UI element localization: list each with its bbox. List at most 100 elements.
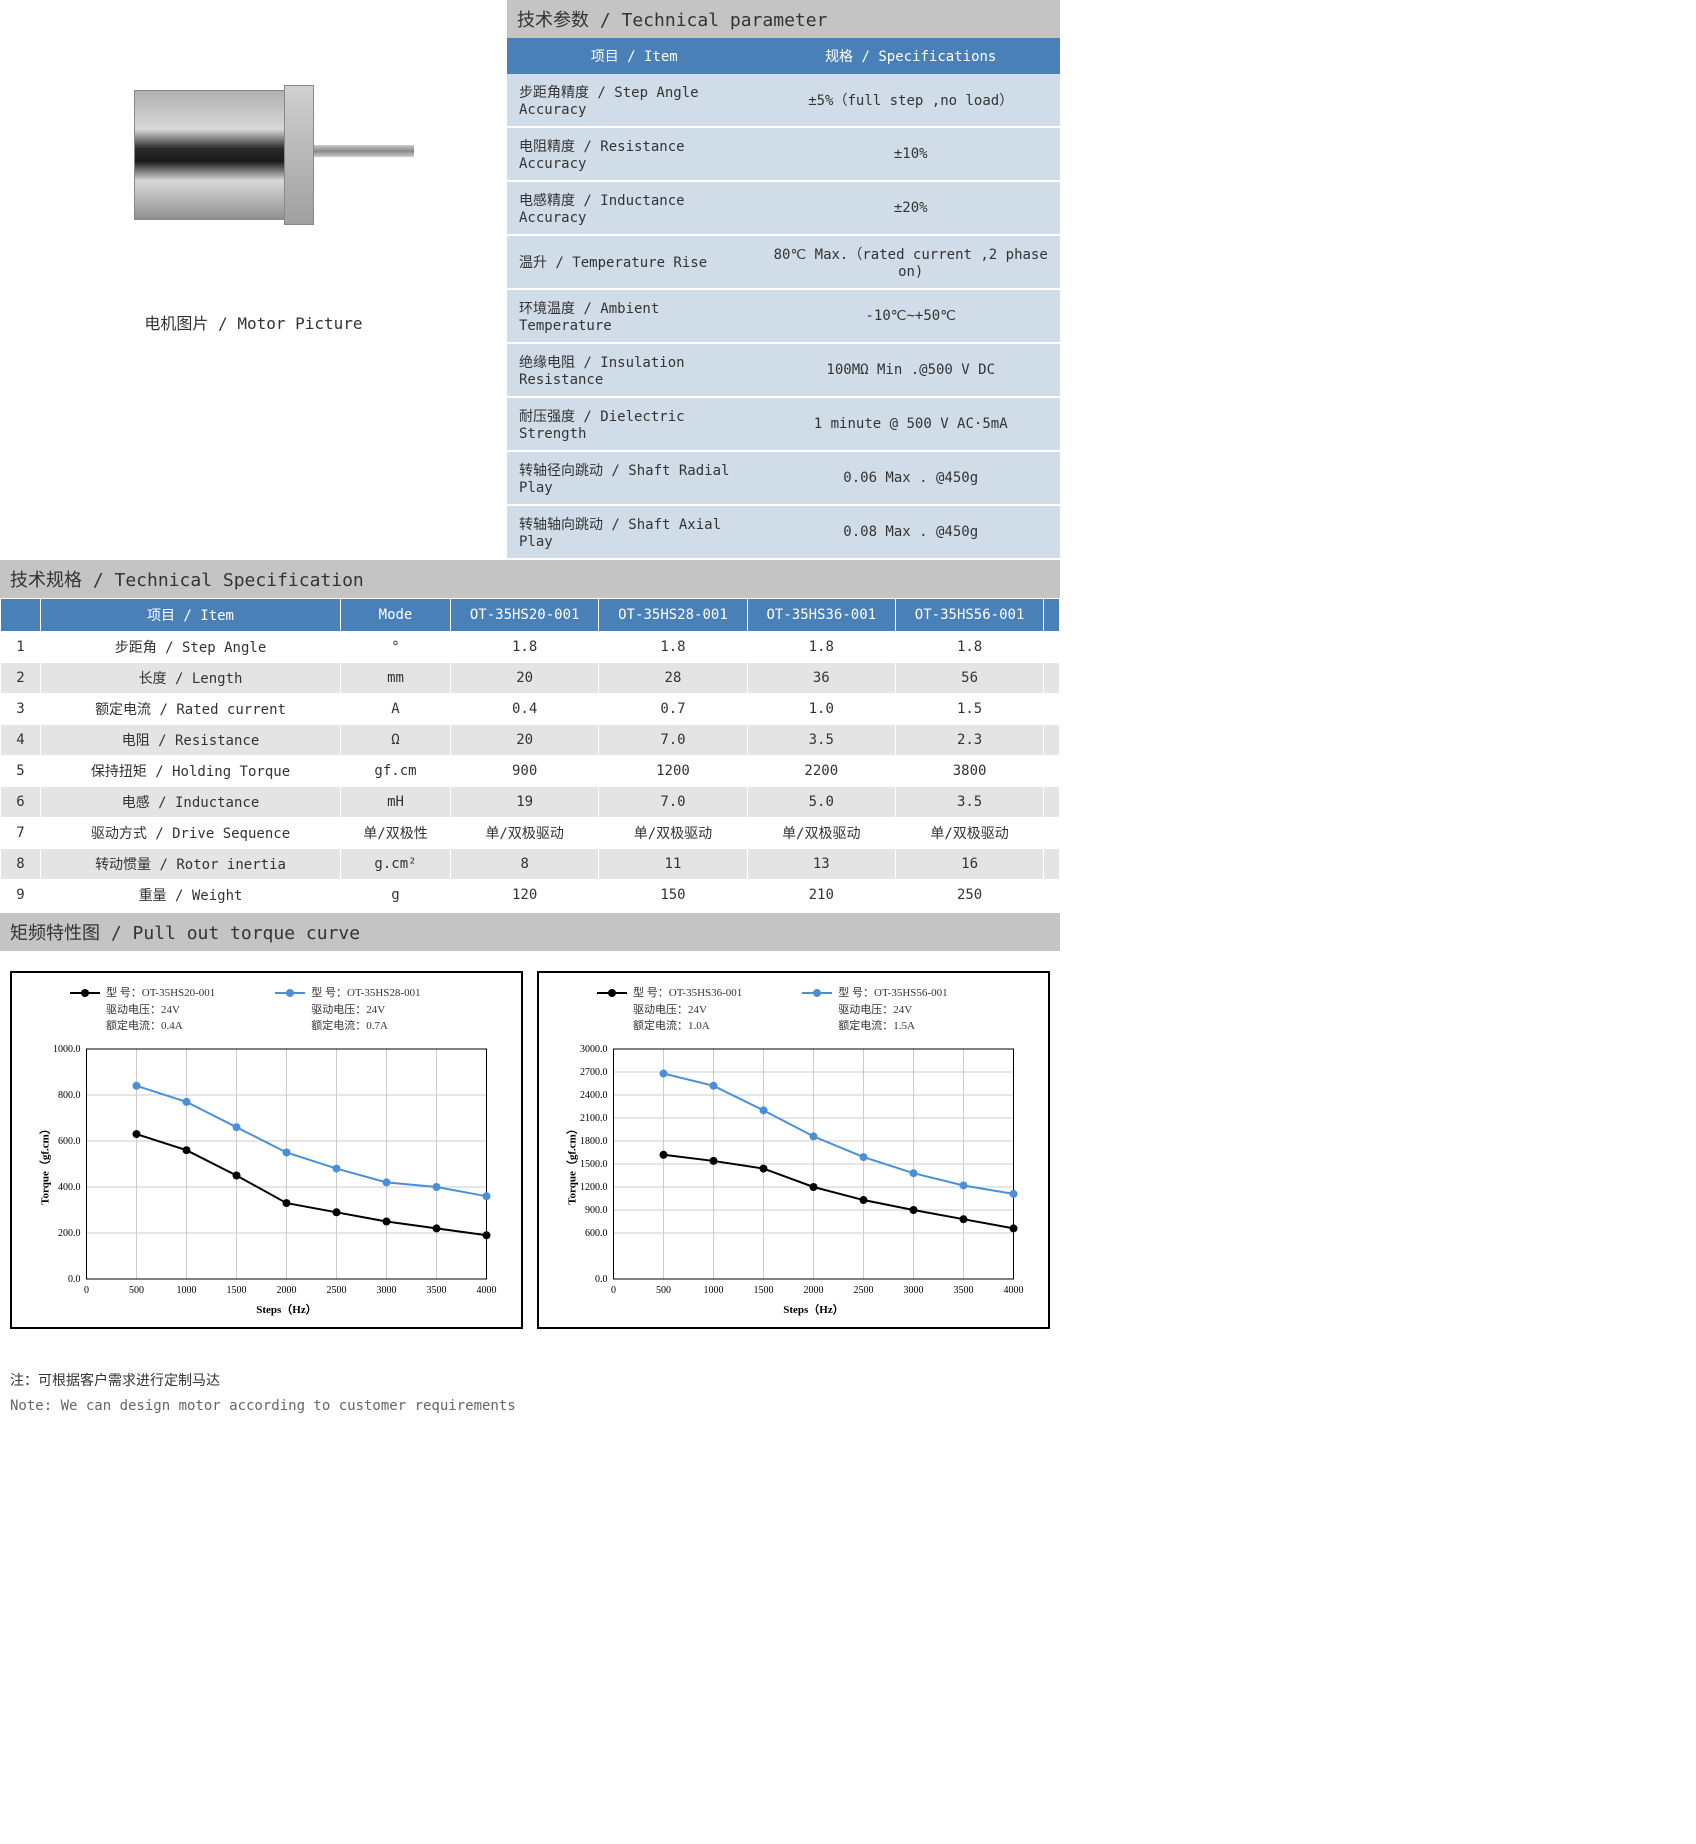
legend-current: 额定电流：0.4A <box>106 1018 215 1035</box>
svg-text:500: 500 <box>129 1285 144 1296</box>
spec-cell <box>1044 880 1060 911</box>
svg-text:2700.0: 2700.0 <box>580 1067 608 1078</box>
spec-cell: 250 <box>895 880 1043 911</box>
spec-cell <box>1044 694 1060 725</box>
spec-cell <box>1044 787 1060 818</box>
torque-curve-title: 矩频特性图 / Pull out torque curve <box>0 913 1060 951</box>
spec-cell: Ω <box>341 725 451 756</box>
spec-cell: 20 <box>451 663 599 694</box>
spec-cell: 1 <box>1 632 41 663</box>
spec-header: OT-35HS20-001 <box>451 599 599 632</box>
spec-cell: 额定电流 / Rated current <box>41 694 341 725</box>
spec-cell: 28 <box>599 663 747 694</box>
spec-header <box>1 599 41 632</box>
spec-cell: 1.5 <box>895 694 1043 725</box>
spec-cell: 0.7 <box>599 694 747 725</box>
svg-text:1500.0: 1500.0 <box>580 1159 608 1170</box>
spec-cell: 13 <box>747 849 895 880</box>
svg-text:0.0: 0.0 <box>595 1274 608 1285</box>
spec-cell: 900 <box>451 756 599 787</box>
spec-header: OT-35HS36-001 <box>747 599 895 632</box>
spec-cell <box>1044 663 1060 694</box>
svg-text:0.0: 0.0 <box>68 1274 81 1285</box>
spec-cell: gf.cm <box>341 756 451 787</box>
spec-cell <box>1044 725 1060 756</box>
legend-voltage: 驱动电压：24V <box>633 1002 742 1019</box>
spec-cell: 4 <box>1 725 41 756</box>
legend-model: 型 号：OT-35HS56-001 <box>838 987 947 999</box>
svg-text:200.0: 200.0 <box>58 1228 81 1239</box>
legend-current: 额定电流：1.0A <box>633 1018 742 1035</box>
spec-cell: 19 <box>451 787 599 818</box>
svg-text:0: 0 <box>84 1285 89 1296</box>
spec-cell: 8 <box>1 849 41 880</box>
spec-cell: 6 <box>1 787 41 818</box>
spec-cell <box>1044 756 1060 787</box>
svg-text:900.0: 900.0 <box>585 1205 608 1216</box>
svg-text:2500: 2500 <box>327 1285 347 1296</box>
tech-param-table: 项目 / Item规格 / Specifications 步距角精度 / Ste… <box>507 38 1060 560</box>
spec-cell: 驱动方式 / Drive Sequence <box>41 818 341 849</box>
legend-current: 额定电流：0.7A <box>311 1018 420 1035</box>
spec-cell: 120 <box>451 880 599 911</box>
spec-cell: 36 <box>747 663 895 694</box>
spec-cell: 7.0 <box>599 787 747 818</box>
spec-cell: 2200 <box>747 756 895 787</box>
spec-cell: 长度 / Length <box>41 663 341 694</box>
spec-cell: 单/双极驱动 <box>747 818 895 849</box>
spec-cell: mH <box>341 787 451 818</box>
legend-model: 型 号：OT-35HS20-001 <box>106 987 215 999</box>
param-cell: 0.06 Max . @450g <box>761 451 1060 505</box>
chart-1: 型 号：OT-35HS20-001驱动电压：24V额定电流：0.4A型 号：OT… <box>10 971 523 1329</box>
param-cell: 转轴径向跳动 / Shaft Radial Play <box>507 451 761 505</box>
spec-cell: 单/双极驱动 <box>895 818 1043 849</box>
svg-text:2000: 2000 <box>277 1285 297 1296</box>
spec-cell: 5 <box>1 756 41 787</box>
svg-text:0: 0 <box>611 1285 616 1296</box>
svg-text:2500: 2500 <box>854 1285 874 1296</box>
spec-cell: 1.0 <box>747 694 895 725</box>
svg-text:1000: 1000 <box>177 1285 197 1296</box>
legend-voltage: 驱动电压：24V <box>106 1002 215 1019</box>
param-cell: 电感精度 / Inductance Accuracy <box>507 181 761 235</box>
motor-caption: 电机图片 / Motor Picture <box>144 310 362 334</box>
tech-param-title: 技术参数 / Technical parameter <box>507 0 1060 38</box>
legend-current: 额定电流：1.5A <box>838 1018 947 1035</box>
spec-header <box>1044 599 1060 632</box>
spec-cell: 转动惯量 / Rotor inertia <box>41 849 341 880</box>
spec-cell: A <box>341 694 451 725</box>
param-cell: ±5%（full step ,no load） <box>761 74 1060 127</box>
note-en: Note: We can design motor according to c… <box>10 1394 1050 1419</box>
spec-cell: 单/双极驱动 <box>599 818 747 849</box>
spec-cell: 210 <box>747 880 895 911</box>
spec-cell: 7.0 <box>599 725 747 756</box>
spec-cell: 20 <box>451 725 599 756</box>
spec-cell: g <box>341 880 451 911</box>
param-cell: ±20% <box>761 181 1060 235</box>
tech-spec-title: 技术规格 / Technical Specification <box>0 560 1060 598</box>
tech-spec-table: 项目 / ItemModeOT-35HS20-001OT-35HS28-001O… <box>0 598 1060 911</box>
svg-text:4000: 4000 <box>477 1285 497 1296</box>
param-cell: 电阻精度 / Resistance Accuracy <box>507 127 761 181</box>
param-cell: 耐压强度 / Dielectric Strength <box>507 397 761 451</box>
spec-cell: g.cm² <box>341 849 451 880</box>
spec-cell: 3.5 <box>895 787 1043 818</box>
spec-header: Mode <box>341 599 451 632</box>
spec-cell: 8 <box>451 849 599 880</box>
spec-cell: 保持扭矩 / Holding Torque <box>41 756 341 787</box>
spec-cell: mm <box>341 663 451 694</box>
svg-text:2000: 2000 <box>804 1285 824 1296</box>
spec-cell: 16 <box>895 849 1043 880</box>
spec-cell: 1.8 <box>747 632 895 663</box>
svg-text:Steps（Hz）: Steps（Hz） <box>783 1303 844 1316</box>
svg-text:400.0: 400.0 <box>58 1182 81 1193</box>
spec-cell: 150 <box>599 880 747 911</box>
svg-text:3000: 3000 <box>377 1285 397 1296</box>
motor-image <box>114 50 394 250</box>
svg-text:1000.0: 1000.0 <box>53 1044 81 1055</box>
svg-text:2400.0: 2400.0 <box>580 1090 608 1101</box>
spec-cell: 3800 <box>895 756 1043 787</box>
param-cell: 100MΩ Min .@500 V DC <box>761 343 1060 397</box>
param-cell: 80℃ Max.（rated current ,2 phase on) <box>761 235 1060 289</box>
svg-text:3500: 3500 <box>954 1285 974 1296</box>
